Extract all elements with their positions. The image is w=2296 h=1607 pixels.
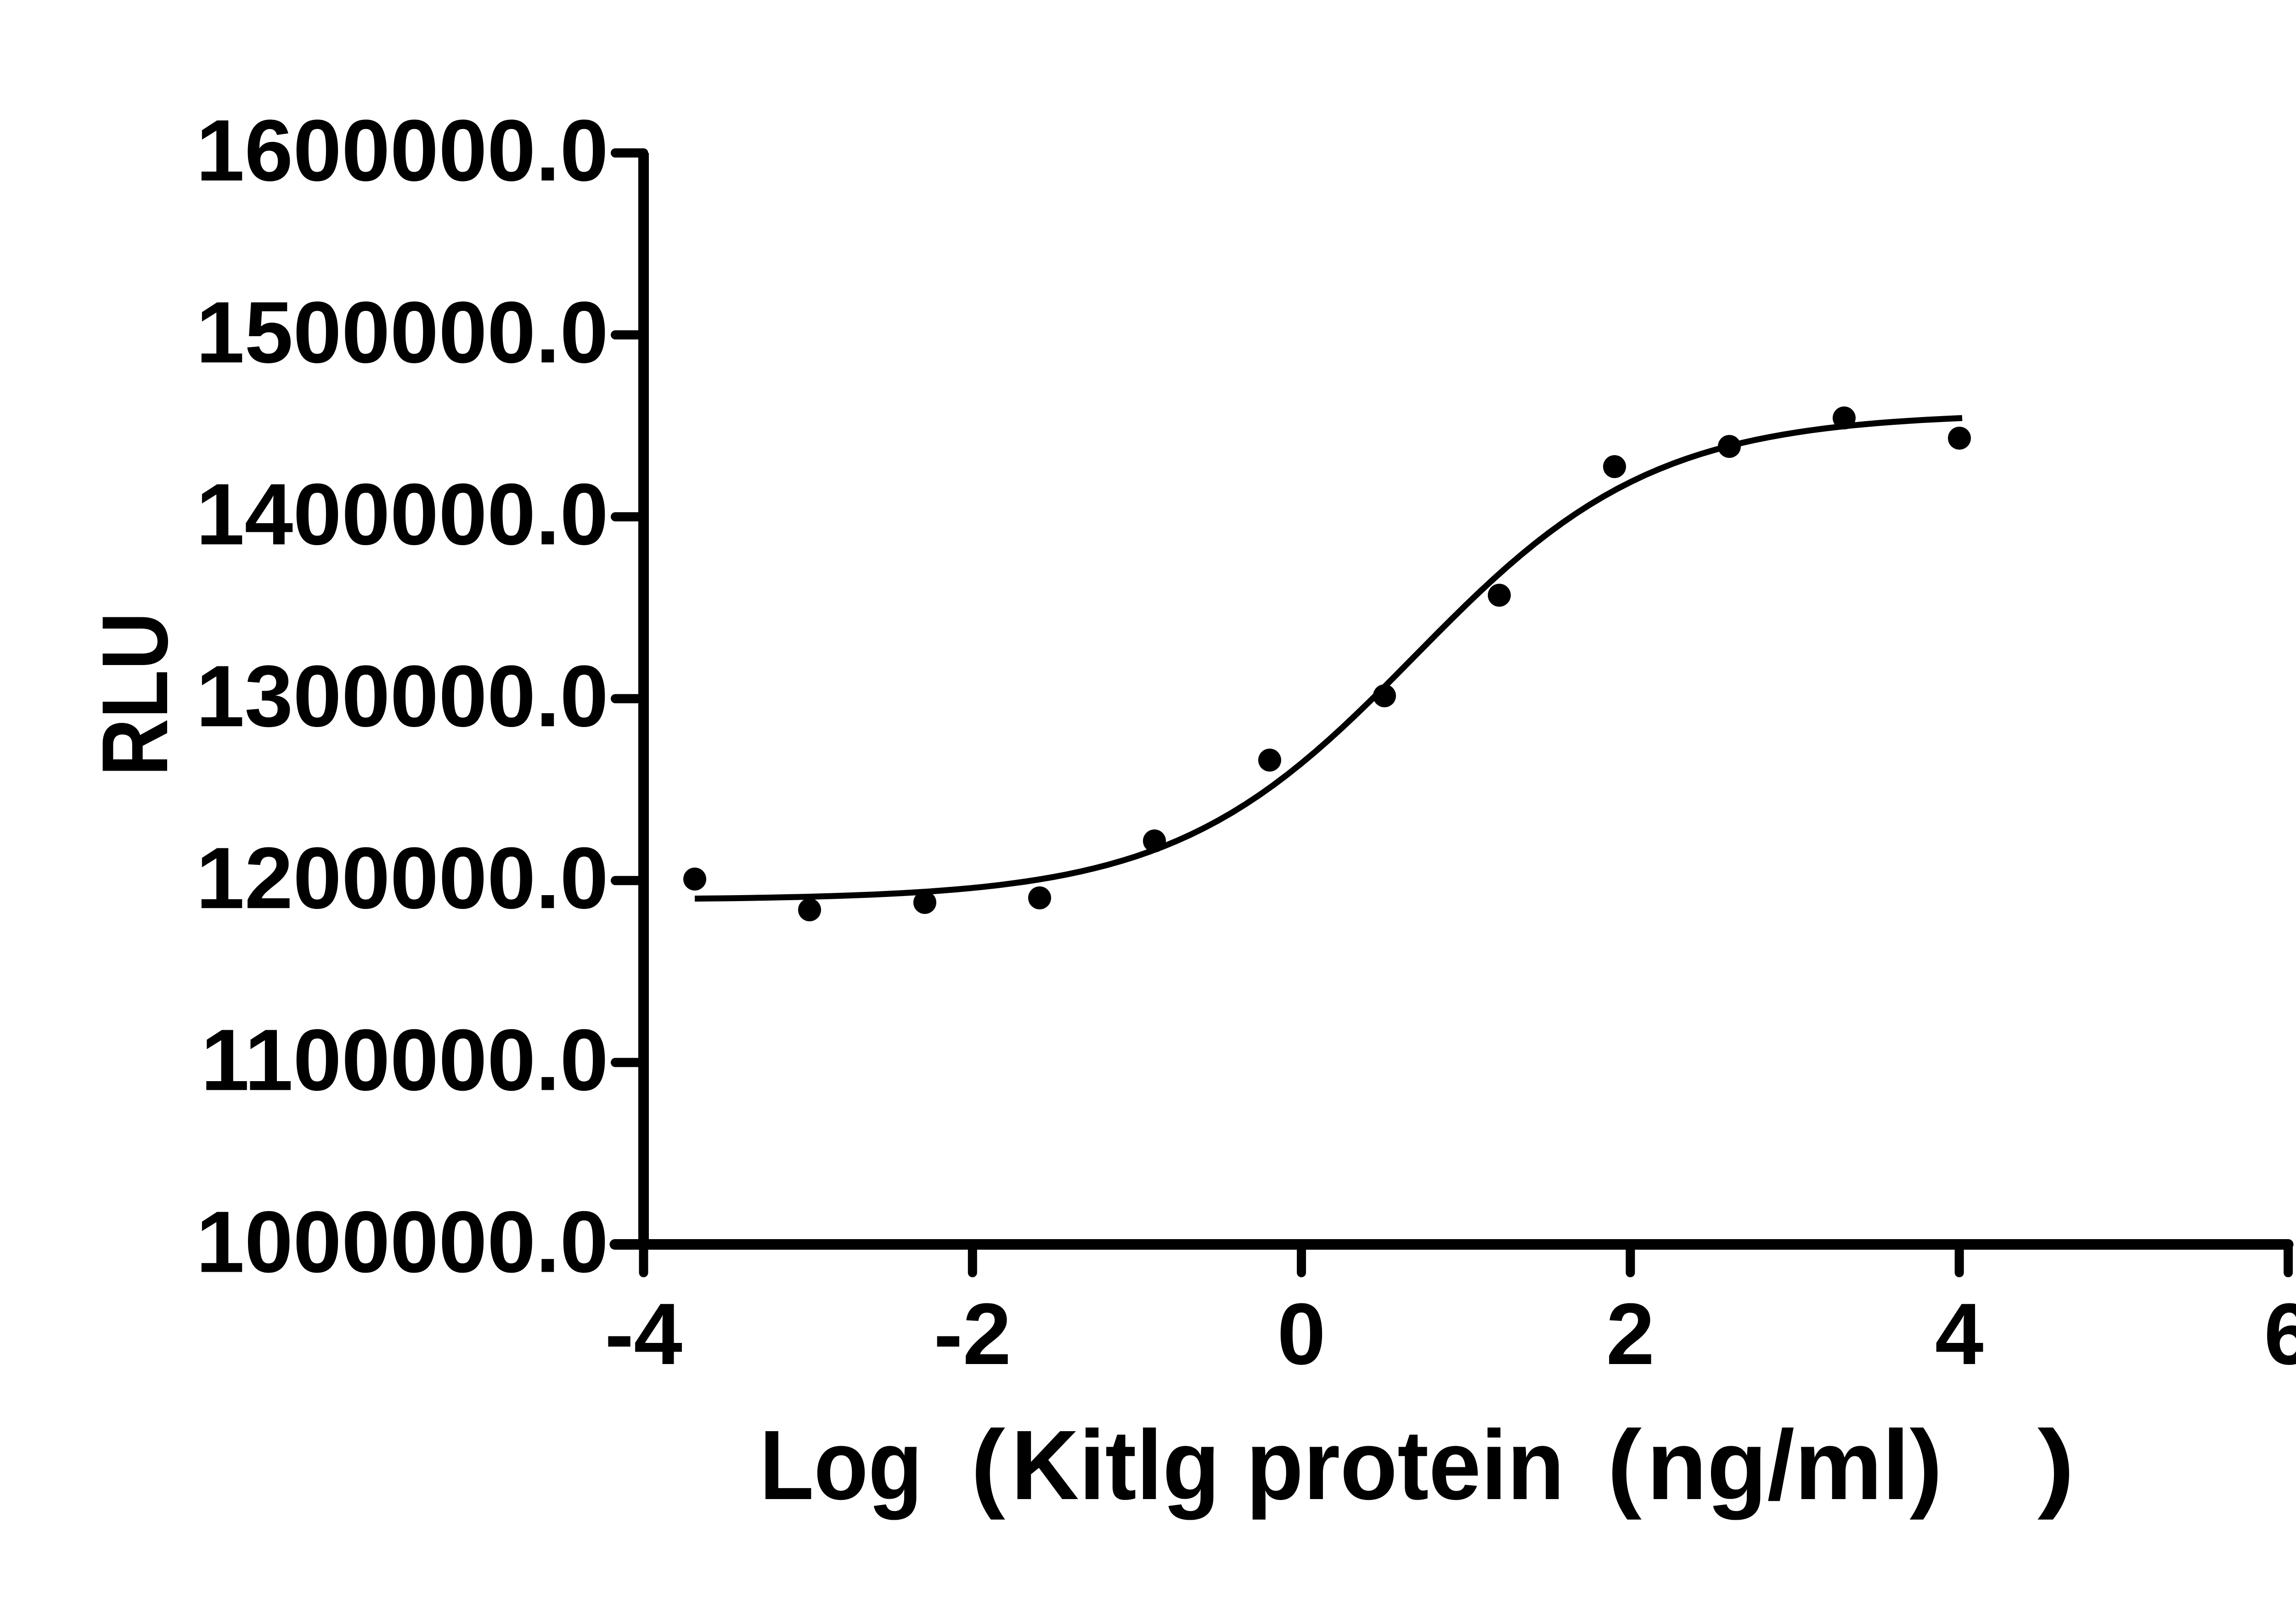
svg-text:1600000.0: 1600000.0 xyxy=(196,102,608,199)
svg-text:RLU: RLU xyxy=(83,612,187,776)
svg-text:1000000.0: 1000000.0 xyxy=(196,1194,608,1291)
svg-text:-2: -2 xyxy=(934,1286,1011,1383)
svg-text:Kitlg protein: Kitlg protein xyxy=(1011,1410,1564,1520)
svg-text:(: ( xyxy=(1607,1410,1642,1520)
svg-text:1500000.0: 1500000.0 xyxy=(196,284,608,381)
svg-text:0: 0 xyxy=(1277,1286,1326,1383)
svg-text:6: 6 xyxy=(2264,1286,2296,1383)
svg-text:Log: Log xyxy=(760,1410,923,1520)
svg-text:1100000.0: 1100000.0 xyxy=(201,1011,608,1109)
svg-text:1300000.0: 1300000.0 xyxy=(196,648,608,745)
svg-text:1200000.0: 1200000.0 xyxy=(196,829,608,927)
svg-text:2: 2 xyxy=(1606,1286,1655,1383)
svg-text:(: ( xyxy=(971,1410,1005,1520)
svg-text:4: 4 xyxy=(1935,1286,1984,1383)
svg-text:): ) xyxy=(2037,1410,2075,1520)
svg-text:ng/ml): ng/ml) xyxy=(1647,1410,1942,1520)
svg-text:1400000.0: 1400000.0 xyxy=(196,466,608,563)
svg-text:-4: -4 xyxy=(605,1286,682,1383)
